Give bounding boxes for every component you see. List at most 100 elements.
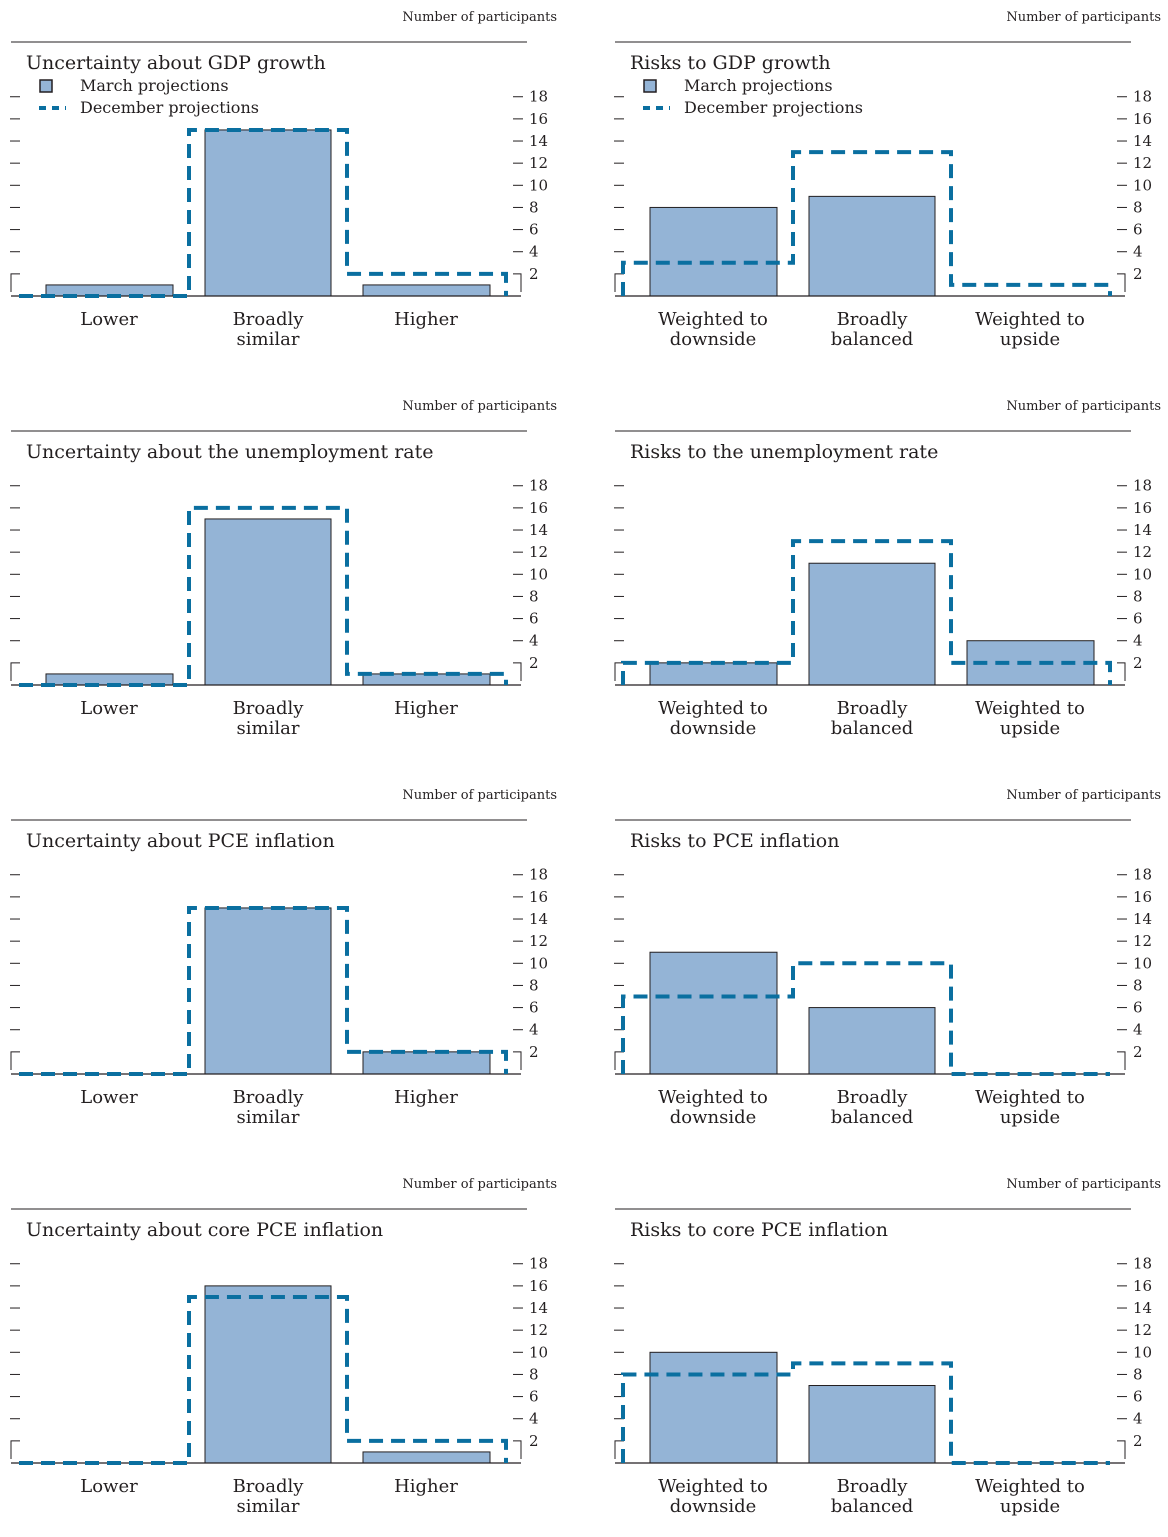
- y-tick-label: 14: [1133, 910, 1152, 928]
- y-tick-label: 2: [1133, 1043, 1143, 1061]
- march-bar: [204, 1285, 332, 1464]
- category-label-line: Weighted to: [975, 309, 1085, 330]
- unit-label: Number of participants: [1006, 788, 1161, 803]
- category-label-line: Weighted to: [975, 698, 1085, 719]
- y-tick-label: 2: [1133, 265, 1143, 283]
- y-tick-label: 12: [529, 154, 548, 172]
- category-label-line: similar: [237, 1107, 300, 1128]
- unit-label: Number of participants: [1006, 399, 1161, 414]
- december-step-line: [621, 1361, 1110, 1465]
- chart-svg: Number of participants Uncertainty about …: [10, 788, 557, 1128]
- right-tick: [1117, 662, 1126, 681]
- chart-title: Risks to the unemployment rate: [630, 441, 938, 463]
- y-tick-label: 4: [1133, 1021, 1143, 1039]
- march-bar: [649, 1351, 778, 1464]
- y-tick-label: 4: [529, 1410, 539, 1428]
- category-label-line: Lower: [80, 1476, 138, 1497]
- december-step-line: [19, 1294, 508, 1465]
- unit-label: Number of participants: [1006, 10, 1161, 25]
- december-step-line: [621, 150, 1112, 296]
- category-label-line: Broadly: [837, 1087, 909, 1108]
- category-label-line: balanced: [831, 1107, 914, 1128]
- category-label-line: Weighted to: [658, 309, 768, 330]
- category-label: Broadly similar: [233, 1476, 305, 1517]
- right-tick: [1117, 1051, 1126, 1070]
- chart-panel-pce-uncertainty: Number of participants Uncertainty about …: [0, 778, 560, 1148]
- category-label-line: upside: [1000, 1107, 1060, 1128]
- y-tick-label: 8: [529, 976, 539, 994]
- category-label-line: Weighted to: [975, 1476, 1085, 1497]
- y-tick-label: 14: [529, 132, 548, 150]
- legend-march-swatch: [643, 79, 657, 93]
- category-label: Broadly balanced: [831, 1476, 914, 1517]
- chart-svg: Number of participants Risks to PCE infla…: [614, 788, 1161, 1128]
- chart-title: Uncertainty about GDP growth: [26, 52, 326, 74]
- y-tick-label: 12: [529, 1321, 548, 1339]
- legend-march-swatch: [39, 79, 53, 93]
- march-bar: [649, 206, 778, 297]
- category-label-line: Weighted to: [658, 1476, 768, 1497]
- chart-svg: Number of participants Risks to the unemp…: [614, 399, 1161, 739]
- unit-label: Number of participants: [402, 788, 557, 803]
- category-label: Broadly similar: [233, 698, 305, 739]
- march-bar: [649, 662, 778, 686]
- right-tick: [513, 1440, 522, 1459]
- left-tick: [10, 662, 20, 681]
- category-label-line: Lower: [80, 698, 138, 719]
- y-tick-label: 16: [529, 888, 548, 906]
- march-bar: [362, 1451, 491, 1464]
- category-label-line: balanced: [831, 1496, 914, 1517]
- category-label: Lower: [80, 698, 138, 719]
- december-step-line: [19, 905, 508, 1076]
- y-tick-label: 10: [529, 176, 548, 194]
- category-label-line: Broadly: [837, 1476, 909, 1497]
- y-tick-label: 18: [1133, 88, 1152, 106]
- march-bar: [362, 1051, 491, 1075]
- y-tick-label: 10: [529, 565, 548, 583]
- march-bar: [808, 562, 936, 686]
- category-label-line: downside: [670, 718, 757, 739]
- y-tick-label: 10: [1133, 1343, 1152, 1361]
- category-label-line: Weighted to: [658, 698, 768, 719]
- march-bar: [649, 951, 778, 1075]
- category-label: Weighted to downside: [658, 1087, 768, 1128]
- y-tick-label: 2: [1133, 1432, 1143, 1450]
- legend-march-label: March projections: [80, 76, 229, 95]
- category-label-line: Broadly: [233, 698, 305, 719]
- category-label-line: upside: [1000, 1496, 1060, 1517]
- chart-title: Uncertainty about PCE inflation: [26, 830, 335, 852]
- march-bar: [808, 195, 936, 297]
- category-label-line: Broadly: [233, 1087, 305, 1108]
- y-tick-label: 6: [1133, 1388, 1143, 1406]
- unit-label: Number of participants: [402, 399, 557, 414]
- march-bar: [204, 129, 332, 297]
- y-tick-label: 16: [1133, 888, 1152, 906]
- unit-label: Number of participants: [402, 10, 557, 25]
- right-tick: [513, 1051, 522, 1070]
- unit-label: Number of participants: [402, 1177, 557, 1192]
- category-label: Lower: [80, 309, 138, 330]
- category-label-line: downside: [670, 1496, 757, 1517]
- left-tick: [10, 1051, 20, 1070]
- y-tick-label: 14: [529, 521, 548, 539]
- y-tick-label: 8: [1133, 1365, 1143, 1383]
- y-tick-label: 10: [1133, 565, 1152, 583]
- category-label-line: balanced: [831, 329, 914, 350]
- y-tick-label: 2: [529, 654, 539, 672]
- y-tick-label: 2: [1133, 654, 1143, 672]
- y-tick-label: 16: [529, 499, 548, 517]
- category-label-line: Lower: [80, 1087, 138, 1108]
- category-label-line: upside: [1000, 718, 1060, 739]
- y-tick-label: 6: [529, 1388, 539, 1406]
- y-tick-label: 2: [529, 1043, 539, 1061]
- y-tick-label: 10: [1133, 176, 1152, 194]
- category-label: Weighted to upside: [975, 309, 1085, 350]
- category-label-line: Broadly: [233, 1476, 305, 1497]
- category-label: Weighted to downside: [658, 1476, 768, 1517]
- y-tick-label: 18: [1133, 477, 1152, 495]
- y-tick-label: 16: [1133, 499, 1152, 517]
- right-tick: [513, 273, 522, 292]
- y-tick-label: 4: [1133, 1410, 1143, 1428]
- chart-panel-pce-risks: Number of participants Risks to PCE infla…: [604, 778, 1164, 1148]
- category-label-line: Lower: [80, 309, 138, 330]
